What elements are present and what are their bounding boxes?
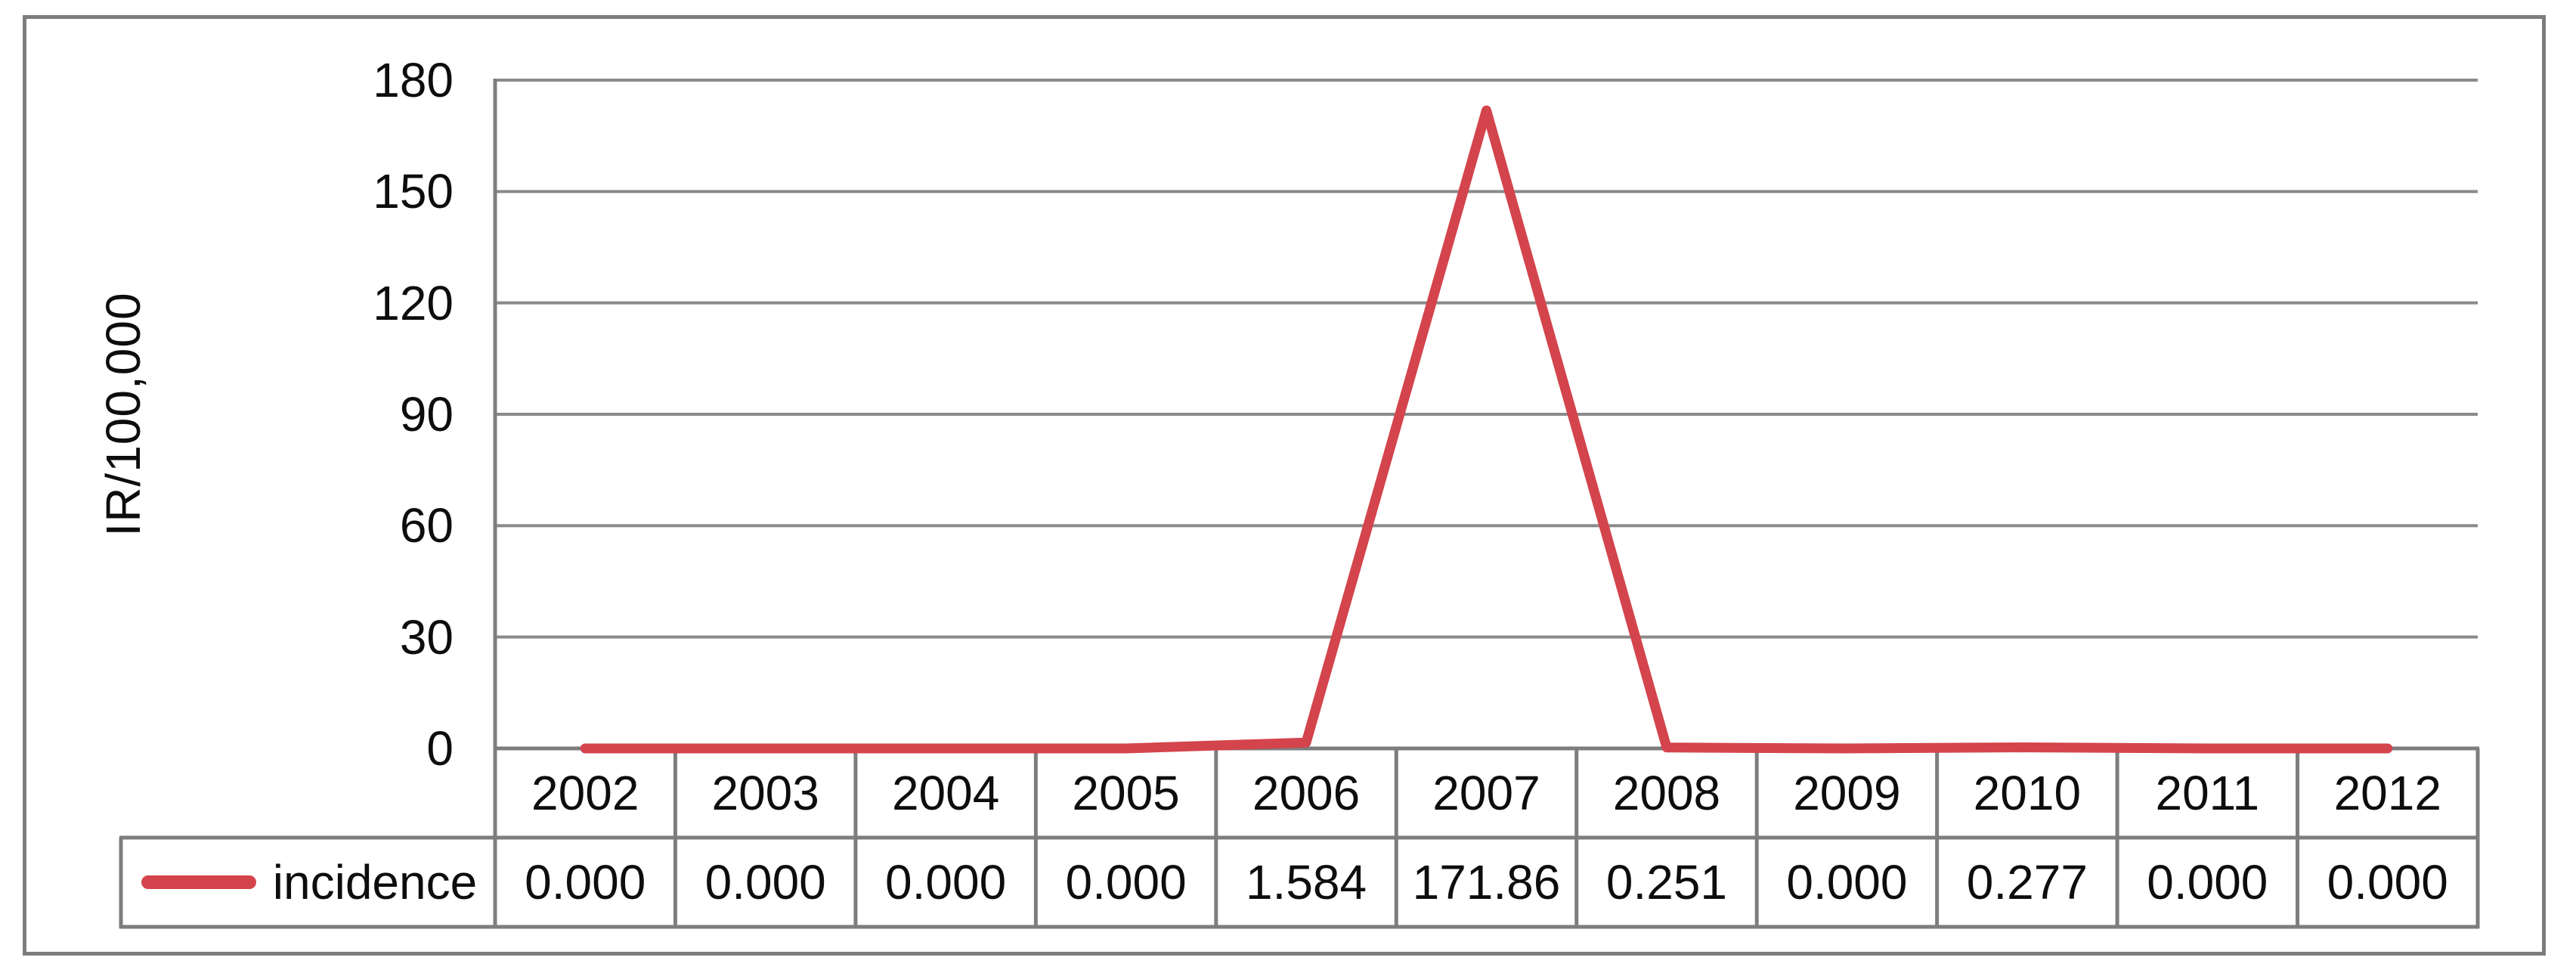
year-header-cell: 2011 <box>2155 766 2260 820</box>
value-cell: 0.000 <box>525 855 646 909</box>
legend-cell: incidence <box>123 841 495 923</box>
value-cell: 1.584 <box>1245 855 1367 909</box>
year-header-cell: 2009 <box>1793 766 1901 820</box>
value-cell: 0.000 <box>2327 855 2448 909</box>
year-header-cell: 2012 <box>2333 766 2441 820</box>
value-cell: 0.000 <box>885 855 1007 909</box>
y-tick-label: 180 <box>373 53 454 107</box>
y-tick-label: 150 <box>373 164 454 219</box>
year-header-cell: 2007 <box>1432 766 1540 820</box>
value-cell: 0.277 <box>1966 855 2088 909</box>
y-tick-label: 0 <box>426 721 454 776</box>
year-header-cell: 2005 <box>1072 766 1180 820</box>
value-cell: 0.000 <box>1786 855 1908 909</box>
legend-label: incidence <box>272 855 478 909</box>
y-tick-label: 120 <box>373 275 454 330</box>
legend-line-marker <box>141 875 256 889</box>
value-cell: 0.000 <box>1065 855 1187 909</box>
year-header-cell: 2003 <box>711 766 819 820</box>
year-header-cell: 2002 <box>531 766 639 820</box>
y-tick-label: 90 <box>399 387 454 441</box>
value-cell: 0.000 <box>704 855 826 909</box>
y-tick-label: 30 <box>399 609 454 665</box>
year-header-cell: 2008 <box>1612 766 1721 820</box>
chart-outer-border <box>23 15 2546 956</box>
value-cell: 171.86 <box>1412 855 1561 909</box>
value-cell: 0.251 <box>1605 855 1728 909</box>
value-cell: 0.000 <box>2147 855 2268 909</box>
y-tick-label: 60 <box>399 498 454 553</box>
year-header-cell: 2006 <box>1252 766 1361 820</box>
y-axis-title: IR/100,000 <box>96 292 150 537</box>
year-header-cell: 2004 <box>891 766 1000 820</box>
series-line-incidence <box>580 105 2393 754</box>
year-header-cell: 2010 <box>1973 766 2082 820</box>
